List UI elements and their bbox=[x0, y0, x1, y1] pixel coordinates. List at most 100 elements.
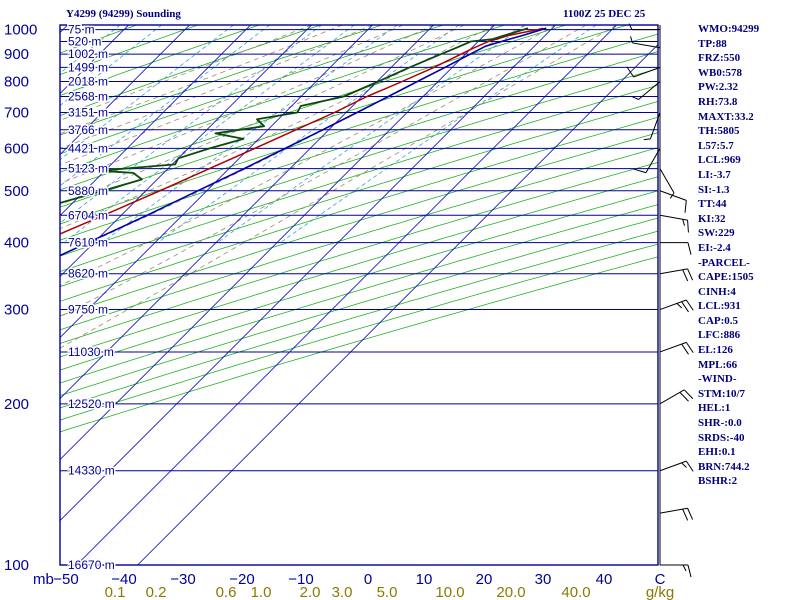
index-item: TP:88 bbox=[698, 37, 727, 50]
wind-barb-flag bbox=[632, 96, 639, 100]
index-item: SI:-1.3 bbox=[698, 183, 730, 196]
dry-adiabat bbox=[60, 256, 658, 433]
wind-barb-staff bbox=[659, 389, 685, 405]
index-item: EL:126 bbox=[698, 344, 733, 357]
index-item: -WIND- bbox=[698, 373, 737, 386]
wind-barb-flag bbox=[687, 508, 694, 520]
dry-adiabat bbox=[60, 25, 321, 117]
wind-barb-staff bbox=[659, 190, 687, 201]
isotherm bbox=[60, 25, 495, 461]
mixing-ratio-tick-label: 1.0 bbox=[251, 584, 272, 600]
moist-adiabat bbox=[60, 25, 587, 318]
wind-barb bbox=[659, 190, 687, 213]
height-level-label: 2568 m bbox=[68, 89, 108, 103]
wind-barb-staff bbox=[659, 168, 675, 194]
wind-barb-staff bbox=[638, 81, 661, 100]
mixing-ratio-tick-label: g/kg bbox=[646, 584, 674, 600]
wind-barb-staff bbox=[649, 112, 661, 140]
wind-barb-flag bbox=[630, 36, 633, 44]
wind-barb bbox=[659, 507, 694, 521]
moist-adiabat bbox=[60, 25, 404, 166]
mixing-ratio-tick-label: 3.0 bbox=[332, 584, 353, 600]
mixing-ratio-line bbox=[63, 25, 355, 244]
index-item: MAXT:33.2 bbox=[698, 110, 754, 123]
wind-barb-flag bbox=[685, 460, 694, 472]
temperature-tick-label: 40 bbox=[596, 571, 613, 588]
dry-adiabat bbox=[60, 25, 383, 136]
wind-barb-flag bbox=[628, 23, 633, 30]
dry-adiabat bbox=[60, 84, 658, 272]
dry-adiabat bbox=[60, 116, 658, 302]
temperature-tick-label: 10 bbox=[416, 571, 433, 588]
height-level-label: 5123 m bbox=[68, 162, 108, 176]
wind-barb-flag bbox=[687, 564, 692, 578]
mixing-ratio-line bbox=[60, 25, 270, 187]
dry-adiabat bbox=[60, 33, 658, 225]
isotherm bbox=[60, 25, 190, 156]
background-grid bbox=[60, 25, 658, 565]
wind-barb-flag bbox=[684, 200, 687, 213]
wind-barb-staff bbox=[659, 341, 687, 353]
moist-adiabat bbox=[60, 25, 434, 184]
height-level-label: 3766 m bbox=[68, 123, 108, 137]
wind-barb-flag bbox=[687, 268, 694, 281]
height-level-label: 16670 m bbox=[68, 558, 115, 572]
dry-adiabat bbox=[60, 132, 658, 317]
temperature-tick-label: −20 bbox=[229, 571, 254, 588]
isotherm bbox=[60, 25, 373, 339]
index-item: RH:73.8 bbox=[698, 95, 738, 108]
height-level-label: 6704 m bbox=[68, 208, 108, 222]
wind-barb-flag bbox=[682, 269, 689, 282]
wind-barb bbox=[659, 214, 689, 233]
index-item: EHI:0.1 bbox=[698, 446, 736, 459]
pressure-tick-label: 700 bbox=[4, 105, 29, 122]
wind-barb bbox=[630, 36, 661, 49]
mixing-ratio-line bbox=[217, 25, 526, 244]
height-level-label: 520 m bbox=[68, 35, 101, 49]
wind-barb-staff bbox=[633, 66, 661, 78]
dry-adiabat bbox=[60, 25, 199, 76]
wind-barb-flag bbox=[682, 219, 686, 226]
pressure-tick-label: 1000 bbox=[4, 22, 37, 39]
temperature-tick-label: 20 bbox=[476, 571, 493, 588]
mixing-ratio-tick-label: 0.6 bbox=[216, 584, 237, 600]
dry-adiabat bbox=[60, 25, 628, 208]
wind-barb bbox=[643, 112, 661, 141]
mixing-ratio-tick-label: 20.0 bbox=[496, 584, 525, 600]
pressure-tick-label: 800 bbox=[4, 73, 29, 90]
dry-adiabat bbox=[60, 176, 658, 358]
dry-adiabat bbox=[60, 230, 658, 409]
pressure-tick-label: 600 bbox=[4, 140, 29, 157]
index-item: LI:-3.7 bbox=[698, 168, 731, 181]
dry-adiabat bbox=[60, 68, 658, 257]
index-item: WB0:578 bbox=[698, 66, 742, 79]
wind-barb-staff bbox=[659, 214, 688, 221]
wind-barb-staff bbox=[645, 148, 661, 173]
pressure-tick-label: 300 bbox=[4, 302, 29, 319]
height-level-label: 1002 m bbox=[68, 47, 108, 61]
dry-adiabat bbox=[60, 162, 658, 344]
isotherm bbox=[60, 25, 251, 217]
wind-barb bbox=[659, 389, 694, 405]
isotherm bbox=[60, 25, 556, 522]
wind-barb-flag bbox=[633, 168, 647, 174]
index-item: EI:-2.4 bbox=[698, 241, 731, 254]
index-item: TT:44 bbox=[698, 198, 727, 211]
wind-barb-staff bbox=[659, 299, 687, 311]
index-item: FRZ:550 bbox=[698, 52, 741, 65]
moist-adiabat bbox=[60, 25, 556, 287]
dry-adiabat bbox=[60, 25, 505, 173]
temperature-trace bbox=[60, 27, 544, 235]
index-item: SRDS:-40 bbox=[698, 431, 745, 444]
temperature-tick-label: C bbox=[655, 571, 666, 588]
wind-barb-flag bbox=[643, 138, 651, 141]
wind-barb bbox=[626, 66, 661, 78]
plot-frame bbox=[59, 24, 659, 566]
isotherm bbox=[137, 44, 658, 565]
wind-barbs bbox=[626, 23, 694, 578]
height-level-label: 11030 m bbox=[68, 345, 114, 359]
dry-adiabat bbox=[60, 204, 658, 384]
mixing-ratio-tick-label: 10.0 bbox=[435, 584, 464, 600]
height-level-label: 2018 m bbox=[68, 74, 108, 88]
wind-barb-flag bbox=[685, 299, 694, 311]
